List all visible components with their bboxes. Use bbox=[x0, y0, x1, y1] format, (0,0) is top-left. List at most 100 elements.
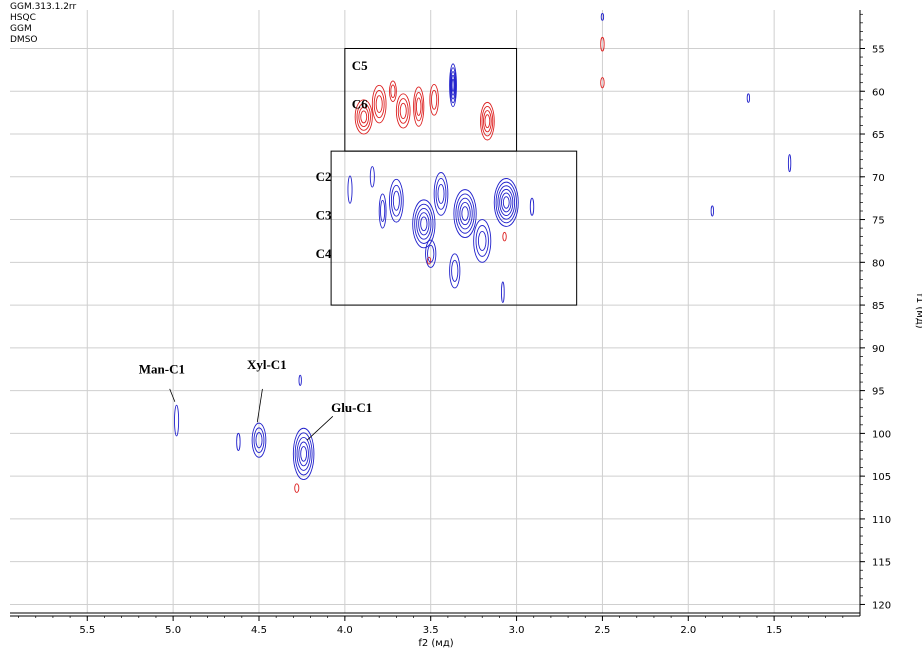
positive-peak-contour bbox=[457, 197, 473, 230]
negative-peak-contour bbox=[483, 110, 492, 133]
y-tick-label: 65 bbox=[872, 130, 885, 141]
negative-peak-contour bbox=[371, 84, 387, 124]
positive-peak-contour bbox=[455, 193, 475, 234]
region-box-2 bbox=[330, 150, 578, 306]
y-tick-label: 105 bbox=[872, 472, 891, 483]
negative-peak-contour bbox=[390, 84, 396, 99]
y-tick-label: 95 bbox=[872, 387, 885, 398]
y-tick-label: 100 bbox=[872, 429, 891, 440]
label-leader-line bbox=[169, 388, 176, 402]
peak-label-man-c1: Man-C1 bbox=[139, 362, 185, 377]
positive-peak-contour bbox=[292, 427, 315, 481]
spectrum-info: GGM.313.1.2rr HSQC GGM DMSO bbox=[10, 2, 76, 46]
positive-peak-contour bbox=[787, 154, 792, 173]
positive-peak-contour bbox=[600, 12, 605, 21]
spectrum-info-line-3: GGM bbox=[10, 24, 32, 34]
positive-peak-contour bbox=[300, 446, 308, 462]
negative-peak-contour bbox=[356, 103, 371, 131]
label-leader-line bbox=[256, 388, 263, 423]
x-tick-label: 5.0 bbox=[165, 625, 181, 636]
negative-peak-contour bbox=[395, 93, 411, 129]
negative-peak-contour bbox=[354, 99, 373, 135]
negative-peak-contour bbox=[426, 256, 432, 265]
positive-peak-contour bbox=[451, 259, 459, 282]
y-tick-label: 80 bbox=[872, 258, 885, 269]
negative-peak-contour bbox=[429, 83, 439, 116]
y-tick-label: 60 bbox=[872, 87, 885, 98]
positive-peak-contour bbox=[501, 192, 512, 213]
negative-peak-contour bbox=[375, 95, 383, 113]
positive-peak-contour bbox=[495, 181, 517, 224]
positive-peak-contour bbox=[449, 67, 457, 104]
positive-peak-contour bbox=[502, 196, 510, 209]
negative-peak-contour bbox=[431, 89, 438, 110]
positive-peak-contour bbox=[449, 253, 461, 289]
negative-peak-contour bbox=[360, 110, 368, 124]
negative-peak-contour bbox=[481, 106, 494, 137]
y-tick-label: 110 bbox=[872, 515, 891, 526]
y-tick-label: 70 bbox=[872, 173, 885, 184]
positive-peak-contour bbox=[473, 219, 492, 263]
x-tick-label: 4.0 bbox=[337, 625, 353, 636]
positive-peak-contour bbox=[529, 197, 535, 216]
positive-peak-contour bbox=[236, 432, 241, 451]
positive-peak-contour bbox=[390, 184, 402, 217]
spectrum-info-line-1: GGM.313.1.2rr bbox=[10, 2, 77, 12]
positive-peak-contour bbox=[433, 172, 449, 216]
positive-peak-contour bbox=[499, 188, 514, 216]
positive-peak-contour bbox=[378, 193, 387, 229]
positive-peak-contour bbox=[459, 201, 471, 226]
positive-peak-contour bbox=[497, 185, 516, 220]
positive-peak-contour bbox=[369, 166, 375, 188]
negative-peak-contour bbox=[414, 91, 423, 122]
negative-peak-contour bbox=[600, 36, 605, 52]
x-tick-label: 2.0 bbox=[680, 625, 696, 636]
positive-peak-contour bbox=[298, 441, 309, 467]
spectrum-info-line-4: DMSO bbox=[10, 35, 38, 45]
x-tick-label: 4.5 bbox=[251, 625, 267, 636]
negative-peak-contour bbox=[502, 231, 507, 242]
y-axis-label: f1 (мд) bbox=[914, 293, 922, 328]
positive-peak-contour bbox=[412, 199, 436, 249]
positive-peak-contour bbox=[414, 203, 434, 244]
positive-peak-contour bbox=[451, 78, 455, 92]
peak-label-xyl-c1: Xyl-C1 bbox=[247, 357, 287, 372]
positive-peak-contour bbox=[461, 206, 469, 221]
negative-peak-contour bbox=[600, 77, 605, 89]
negative-peak-contour bbox=[399, 102, 407, 119]
positive-peak-contour bbox=[501, 281, 505, 303]
negative-peak-contour bbox=[397, 98, 409, 124]
region-boxes bbox=[330, 47, 578, 306]
positive-peak-contour bbox=[416, 207, 432, 240]
peak-label-c3: C3 bbox=[316, 208, 332, 223]
negative-peak-contour bbox=[389, 80, 397, 102]
y-tick-label: 120 bbox=[872, 600, 891, 611]
negative-peak-contour bbox=[294, 483, 300, 493]
positive-peak-contour bbox=[477, 230, 487, 251]
annotations: C5 C6 C2 C3 C4 Man-C1 Xyl-C1 Glu-C1 bbox=[139, 58, 372, 441]
x-axis-label: f2 (мд) bbox=[418, 638, 453, 648]
x-tick-label: 5.5 bbox=[79, 625, 95, 636]
negative-peak-contour bbox=[373, 90, 385, 119]
peak-label-c2: C2 bbox=[316, 169, 332, 184]
peak-label-c5: C5 bbox=[352, 58, 368, 73]
positive-peak-contour bbox=[437, 183, 445, 204]
positive-peak-contour bbox=[450, 74, 456, 96]
negative-peak-contour bbox=[484, 114, 491, 129]
negative-peak-contour bbox=[415, 97, 422, 116]
x-tick-label: 1.5 bbox=[766, 625, 782, 636]
positive-peak-contour bbox=[493, 178, 519, 227]
positive-peak-contour bbox=[255, 432, 263, 449]
positive-peak-contour bbox=[347, 175, 353, 204]
positive-peak-contour bbox=[296, 436, 311, 471]
negative-peak-contour bbox=[358, 106, 370, 128]
positive-peak-contour bbox=[475, 225, 489, 257]
positive-peak-contour bbox=[746, 93, 751, 103]
y-tick-label: 85 bbox=[872, 301, 885, 312]
label-leader-line bbox=[306, 415, 334, 441]
peak-label-c6: C6 bbox=[352, 96, 368, 111]
positive-peak-contour bbox=[453, 189, 477, 238]
x-tick-label: 3.0 bbox=[509, 625, 525, 636]
y-tick-label: 55 bbox=[872, 44, 885, 55]
